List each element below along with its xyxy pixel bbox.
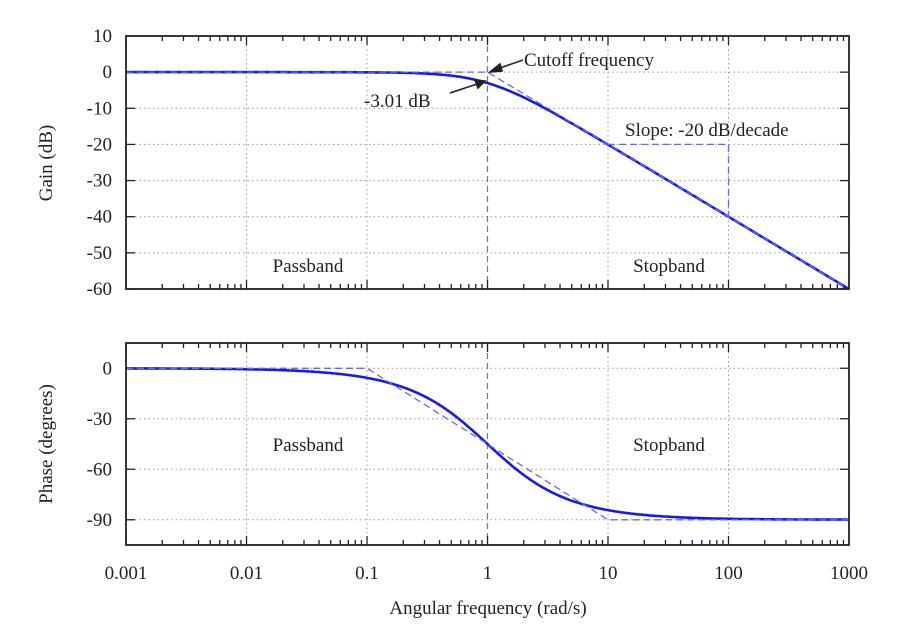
asymptote-line bbox=[608, 143, 730, 217]
y-tick-label: -20 bbox=[87, 134, 112, 155]
y-tick-label: -90 bbox=[87, 510, 112, 531]
y-tick-label: -30 bbox=[87, 171, 112, 192]
response-curve bbox=[126, 366, 849, 522]
y-tick-label: 10 bbox=[93, 26, 112, 47]
x-tick-label: 100 bbox=[714, 563, 743, 584]
gain-panel: 10 0 -10 -20 -30 -40 -50 -60 bbox=[87, 26, 850, 300]
phase-panel: 0 -30 -60 -90 0.001 0.01 0.1 1 10 100 1000 bbox=[87, 342, 868, 584]
slope-annotation: Slope: -20 dB/decade bbox=[625, 120, 789, 141]
plot-frame bbox=[125, 35, 850, 290]
x-tick-label: 0.001 bbox=[105, 563, 148, 584]
y-tick-label: -40 bbox=[87, 207, 112, 228]
y-tick-label: 0 bbox=[103, 62, 113, 83]
x-axis-label: Angular frequency (rad/s) bbox=[389, 598, 586, 619]
x-tick-label: 1000 bbox=[830, 563, 868, 584]
phase-ylabel: Phase (degrees) bbox=[36, 384, 57, 504]
cutoff-arrow bbox=[487, 59, 524, 74]
x-tick-label: 0.01 bbox=[230, 563, 263, 584]
phase-passband-label: Passband bbox=[273, 435, 344, 456]
plot-frame bbox=[125, 342, 850, 546]
y-tick-label: -60 bbox=[87, 279, 112, 300]
phase-stopband-label: Stopband bbox=[633, 435, 705, 456]
x-tick-label: 0.1 bbox=[355, 563, 379, 584]
x-tick-label: 10 bbox=[599, 563, 618, 584]
x-tick-label: 1 bbox=[483, 563, 493, 584]
gain-stopband-label: Stopband bbox=[633, 256, 705, 277]
y-tick-label: 0 bbox=[103, 358, 113, 379]
cutoff-annotation: Cutoff frequency bbox=[524, 50, 654, 71]
gain-ylabel: Gain (dB) bbox=[36, 125, 57, 202]
y-tick-label: -60 bbox=[87, 459, 112, 480]
y-tick-label: -10 bbox=[87, 98, 112, 119]
y-tick-label: -30 bbox=[87, 409, 112, 430]
y-tick-label: -50 bbox=[87, 243, 112, 264]
gain-passband-label: Passband bbox=[273, 256, 344, 277]
minus3db-arrow bbox=[449, 79, 487, 94]
minus3db-annotation: -3.01 dB bbox=[364, 91, 431, 112]
